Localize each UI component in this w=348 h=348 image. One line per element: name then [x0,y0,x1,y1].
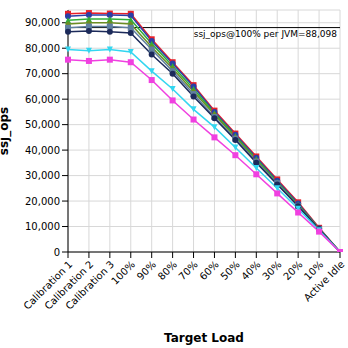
svg-text:Calibration 1: Calibration 1 [21,258,75,312]
svg-text:Calibration 3: Calibration 3 [63,259,116,312]
svg-text:70,000: 70,000 [25,68,60,79]
svg-text:Target Load: Target Load [164,331,244,345]
svg-text:40,000: 40,000 [25,145,60,156]
svg-text:90,000: 90,000 [25,17,60,28]
svg-text:Active Idle: Active Idle [302,259,340,304]
svg-text:80%: 80% [156,259,180,283]
svg-text:60%: 60% [197,259,221,283]
svg-text:90%: 90% [135,259,159,283]
svg-text:60,000: 60,000 [25,94,60,105]
svg-text:80,000: 80,000 [25,43,60,54]
svg-text:20,000: 20,000 [25,196,60,207]
svg-text:ssj_ops: ssj_ops [8,107,12,155]
svg-text:40%: 40% [239,259,263,283]
svg-text:10%: 10% [302,258,326,283]
svg-text:ssj_ops@100% per JVM=88,098: ssj_ops@100% per JVM=88,098 [194,29,338,39]
svg-text:30%: 30% [260,259,284,283]
svg-text:20%: 20% [281,259,305,283]
svg-text:50%: 50% [218,259,242,283]
svg-text:30,000: 30,000 [25,170,60,181]
svg-text:50,000: 50,000 [25,119,60,130]
svg-text:0: 0 [54,247,60,258]
svg-text:10,000: 10,000 [25,221,60,232]
svg-text:100%: 100% [109,259,137,287]
svg-text:Calibration 2: Calibration 2 [42,258,96,312]
svg-text:70%: 70% [176,259,200,283]
